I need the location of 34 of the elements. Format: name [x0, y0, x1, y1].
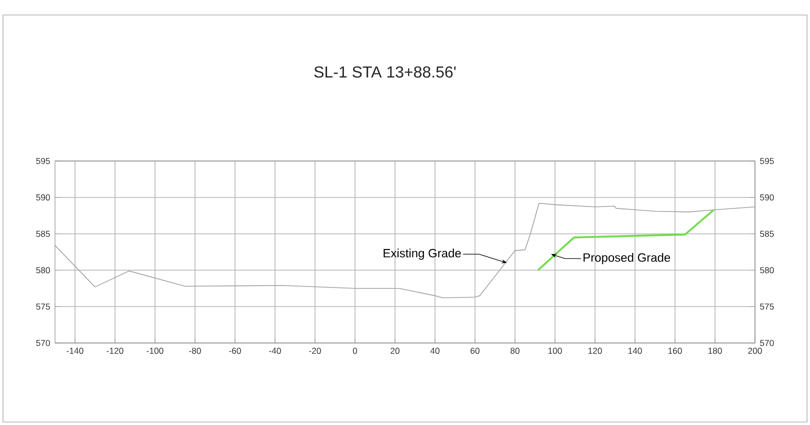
- y2-tick-label: 595: [760, 158, 774, 164]
- x-tick-label: -140: [66, 348, 84, 354]
- y-tick-label: 570: [36, 340, 50, 346]
- y2-tick-label: 585: [760, 230, 774, 237]
- y2-tick-label: 570: [760, 340, 774, 346]
- x-tick-label: 200: [748, 348, 762, 354]
- x-tick-label: 100: [548, 348, 562, 354]
- x-tick-label: 160: [668, 348, 682, 354]
- x-tick-label: -60: [229, 348, 241, 354]
- annotation: Proposed Grade: [584, 252, 670, 264]
- x-tick-label: -20: [309, 348, 321, 354]
- y2-tick-label: 590: [760, 194, 774, 200]
- x-tick-label: 40: [430, 348, 440, 354]
- y-tick-label: 580: [36, 267, 50, 274]
- annotation: Existing Grade: [384, 248, 461, 260]
- y-tick-label: 590: [36, 194, 50, 200]
- x-tick-label: 0: [352, 348, 358, 354]
- x-tick-label: 20: [390, 348, 400, 354]
- x-tick-label: 180: [708, 348, 722, 354]
- x-tick-label: -120: [106, 348, 124, 354]
- x-tick-label: -40: [269, 348, 281, 354]
- x-tick-label: 60: [470, 348, 480, 354]
- line-series: [537, 208, 715, 272]
- x-tick-label: 80: [510, 348, 520, 354]
- y-tick-label: 575: [36, 304, 50, 310]
- x-tick-label: 120: [588, 348, 602, 354]
- x-tick-label: -80: [189, 348, 201, 354]
- y2-tick-label: 580: [760, 267, 774, 274]
- x-tick-label: -100: [146, 348, 164, 354]
- y-tick-label: 585: [36, 230, 50, 237]
- x-tick-label: 140: [628, 348, 642, 354]
- y-tick-label: 595: [36, 158, 50, 164]
- chart-title: SL-1 STA 13+88.56': [314, 66, 456, 78]
- y2-tick-label: 575: [760, 304, 774, 310]
